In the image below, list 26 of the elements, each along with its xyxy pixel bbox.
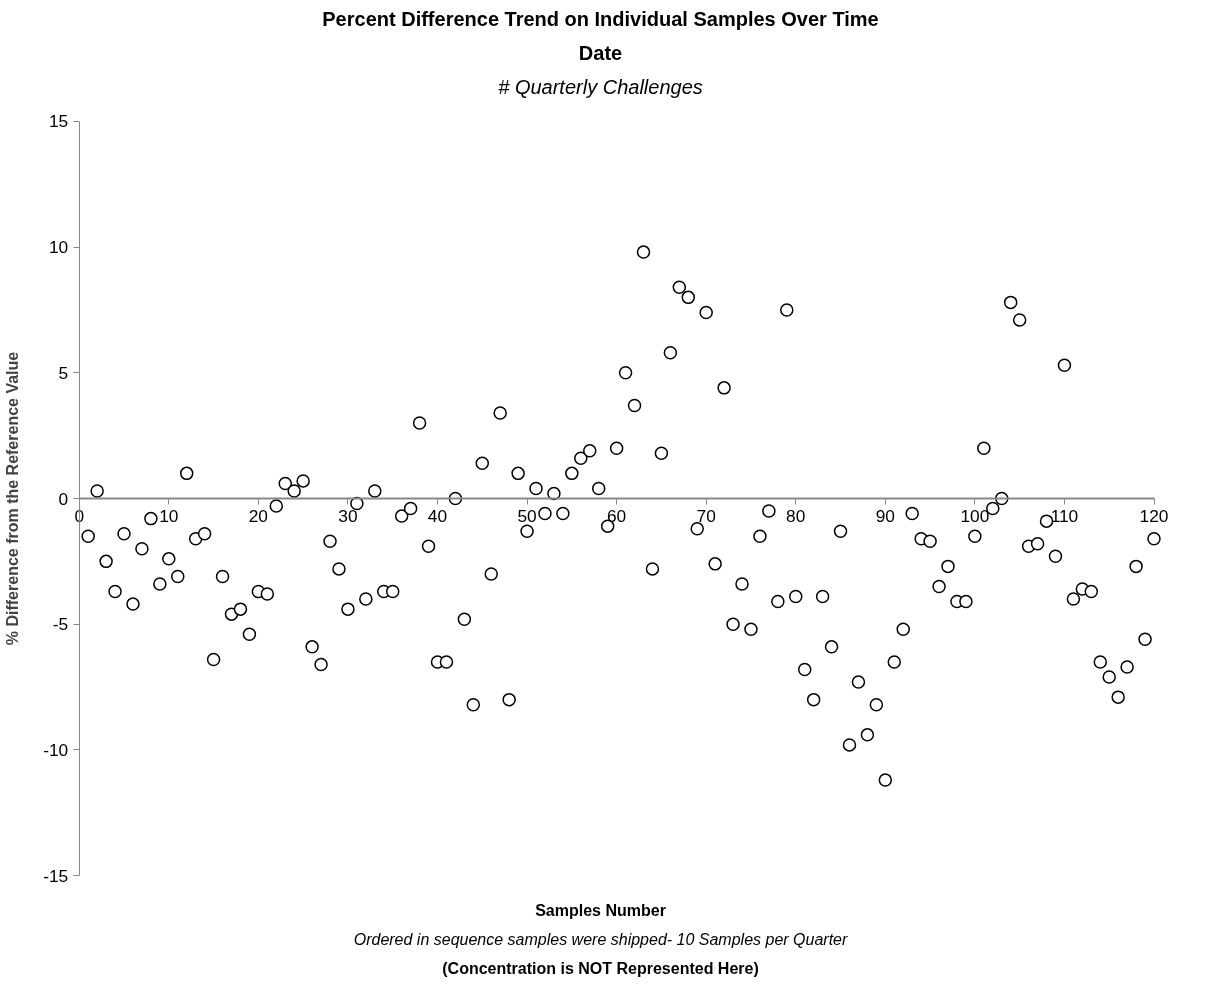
y-tick-label: 0 <box>58 488 69 509</box>
y-axis-title: % Difference from the Reference Value <box>3 351 21 646</box>
x-tick-label: 60 <box>606 505 627 526</box>
x-tick-label: 20 <box>248 505 269 526</box>
y-tick-label: 10 <box>48 237 69 258</box>
y-tick-label: 15 <box>48 111 69 132</box>
y-tick-label: -10 <box>43 739 69 760</box>
chart-subtitle: Date <box>578 41 623 64</box>
x-axis-title: Samples Number <box>535 901 666 919</box>
text: # Quarterly Challenges <box>498 75 703 98</box>
x-tick-label: 110 <box>1050 505 1079 526</box>
x-tick-label: 120 <box>1139 505 1169 526</box>
chart-title: Percent Difference Trend on Individual Samples Over Time <box>322 7 879 30</box>
y-tick-label: 5 <box>58 362 69 383</box>
x-tick-label: 100 <box>960 505 990 526</box>
y-tick-label: -5 <box>52 614 69 635</box>
x-tick-label: 30 <box>338 505 358 526</box>
x-tick-label: 70 <box>696 505 716 526</box>
y-tick-label: -15 <box>43 865 69 886</box>
x-tick-label: 40 <box>427 505 448 526</box>
x-tick-label: 10 <box>159 505 179 526</box>
x-tick-label: 80 <box>786 505 806 526</box>
x-tick-label: 90 <box>875 505 895 526</box>
text: Ordered in sequence samples were shipped- 10 Samples per Quarter <box>353 930 848 948</box>
text: (Concentration is NOT Represented Here) <box>442 959 759 977</box>
x-tick-label: 50 <box>517 505 537 526</box>
